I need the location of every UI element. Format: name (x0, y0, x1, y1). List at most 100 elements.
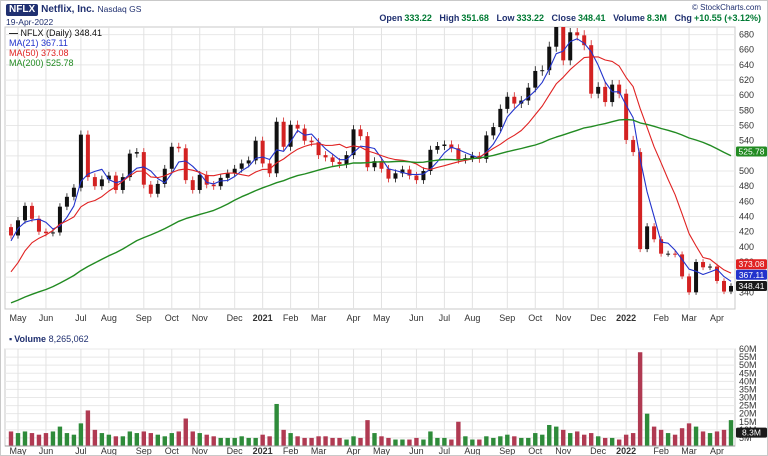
svg-text:Aug: Aug (464, 446, 480, 456)
svg-text:May: May (9, 446, 27, 456)
svg-text:35M: 35M (739, 384, 757, 394)
exchange-label: Nasdaq GS (97, 4, 142, 14)
svg-text:Feb: Feb (283, 313, 299, 323)
volume-bars-layer (5, 352, 735, 447)
company-name: Netflix, Inc. (41, 4, 95, 15)
chg-label: Chg (674, 13, 692, 23)
svg-text:540: 540 (739, 136, 754, 146)
copyright-label: © StockCharts.com (691, 3, 761, 12)
svg-text:340: 340 (739, 287, 754, 297)
svg-text:Nov: Nov (555, 446, 572, 456)
svg-text:500: 500 (739, 166, 754, 176)
svg-text:Dec: Dec (227, 313, 244, 323)
svg-text:420: 420 (739, 227, 754, 237)
svg-text:348.41: 348.41 (739, 281, 765, 291)
svg-text:Oct: Oct (528, 446, 543, 456)
low-value: 333.22 (516, 13, 544, 23)
volume-legend-label: Volume (14, 334, 47, 344)
svg-text:525.78: 525.78 (739, 146, 765, 156)
svg-text:Mar: Mar (681, 446, 697, 456)
svg-text:Aug: Aug (101, 313, 117, 323)
ma-lines-layer (10, 38, 732, 304)
svg-text:Feb: Feb (653, 446, 669, 456)
svg-text:2022: 2022 (616, 313, 636, 323)
svg-text:40M: 40M (739, 376, 757, 386)
line-style-icon: — (9, 28, 18, 38)
svg-text:Mar: Mar (311, 446, 327, 456)
svg-text:Sep: Sep (499, 446, 515, 456)
legend-ma21: MA(21) 367.11 (9, 38, 68, 48)
svg-text:Nov: Nov (555, 313, 572, 323)
volume-legend-value: 8,265,062 (48, 334, 89, 344)
svg-text:680: 680 (739, 30, 754, 40)
open-label: Open (379, 13, 403, 23)
svg-text:Aug: Aug (464, 313, 480, 323)
candles-layer (9, 27, 733, 295)
svg-text:50M: 50M (739, 360, 757, 370)
x-axis-labels-layer: May May Jun Jun Jul Jul Aug Aug Sep Sep Oct Oct Nov N… (9, 313, 724, 456)
chart-header-left: NFLX Netflix, Inc. Nasdaq GS 19-Apr-2022 (6, 4, 141, 27)
svg-text:25M: 25M (739, 401, 757, 411)
svg-text:Jun: Jun (39, 446, 54, 456)
close-value: 348.41 (578, 13, 606, 23)
legend-ma200: MA(200) 525.78 (9, 58, 74, 68)
svg-text:367.11: 367.11 (739, 270, 765, 280)
ticker-badge: NFLX (6, 4, 39, 16)
legend-ma50: MA(50) 373.08 (9, 48, 69, 58)
svg-text:660: 660 (739, 45, 754, 55)
svg-text:Mar: Mar (681, 313, 697, 323)
volume-value: 8.3M (646, 13, 667, 23)
chart-header-right: © StockCharts.com Open 333.22 High 351.68 … (374, 3, 761, 23)
volume-label: Volume (613, 13, 645, 23)
volume-style-icon: ▪ (9, 334, 13, 344)
high-label: High (439, 13, 460, 23)
svg-text:Jul: Jul (75, 446, 87, 456)
svg-text:5M: 5M (739, 433, 752, 443)
svg-text:Dec: Dec (590, 313, 607, 323)
svg-text:373.08: 373.08 (739, 259, 765, 269)
svg-text:8.3M: 8.3M (742, 428, 761, 438)
svg-text:May: May (373, 313, 391, 323)
close-label: Close (551, 13, 577, 23)
svg-text:Jul: Jul (439, 446, 451, 456)
svg-text:Dec: Dec (227, 446, 244, 456)
svg-text:Dec: Dec (590, 446, 607, 456)
svg-text:45M: 45M (739, 368, 757, 378)
svg-text:Mar: Mar (311, 313, 327, 323)
svg-text:Nov: Nov (192, 313, 209, 323)
svg-text:640: 640 (739, 60, 754, 70)
price-legend: — NFLX (Daily) 348.41 MA(21) 367.11 MA(5… (9, 28, 102, 68)
svg-text:460: 460 (739, 196, 754, 206)
open-value: 333.22 (404, 13, 432, 23)
svg-text:Apr: Apr (710, 313, 724, 323)
chg-value: +10.55 (+3.12%) (693, 13, 761, 23)
svg-text:Aug: Aug (101, 446, 117, 456)
grid-layer (4, 26, 736, 447)
high-value: 351.68 (461, 13, 489, 23)
chart-date: 19-Apr-2022 (6, 17, 54, 27)
svg-text:Oct: Oct (528, 313, 543, 323)
svg-text:Sep: Sep (136, 313, 152, 323)
svg-text:Jun: Jun (409, 313, 424, 323)
svg-text:Jun: Jun (409, 446, 424, 456)
svg-text:60M: 60M (739, 344, 757, 354)
svg-text:Jul: Jul (439, 313, 451, 323)
legend-main-label: NFLX (Daily) 348.41 (20, 28, 103, 38)
svg-text:Sep: Sep (499, 313, 515, 323)
quote-line: Open 333.22 High 351.68 Low 333.22 Close 348… (374, 13, 761, 23)
legend-main-row: — NFLX (Daily) 348.41 (9, 28, 102, 38)
svg-text:Feb: Feb (283, 446, 299, 456)
svg-text:Nov: Nov (192, 446, 209, 456)
svg-text:Oct: Oct (165, 446, 180, 456)
svg-text:May: May (9, 313, 27, 323)
svg-text:Oct: Oct (165, 313, 180, 323)
svg-text:Apr: Apr (710, 446, 724, 456)
svg-text:480: 480 (739, 181, 754, 191)
svg-text:Apr: Apr (347, 446, 361, 456)
axis-labels-layer: 3403804004204404604805005405605806006206… (739, 30, 757, 443)
svg-text:Apr: Apr (347, 313, 361, 323)
low-label: Low (496, 13, 515, 23)
svg-text:620: 620 (739, 75, 754, 85)
svg-text:Sep: Sep (136, 446, 152, 456)
